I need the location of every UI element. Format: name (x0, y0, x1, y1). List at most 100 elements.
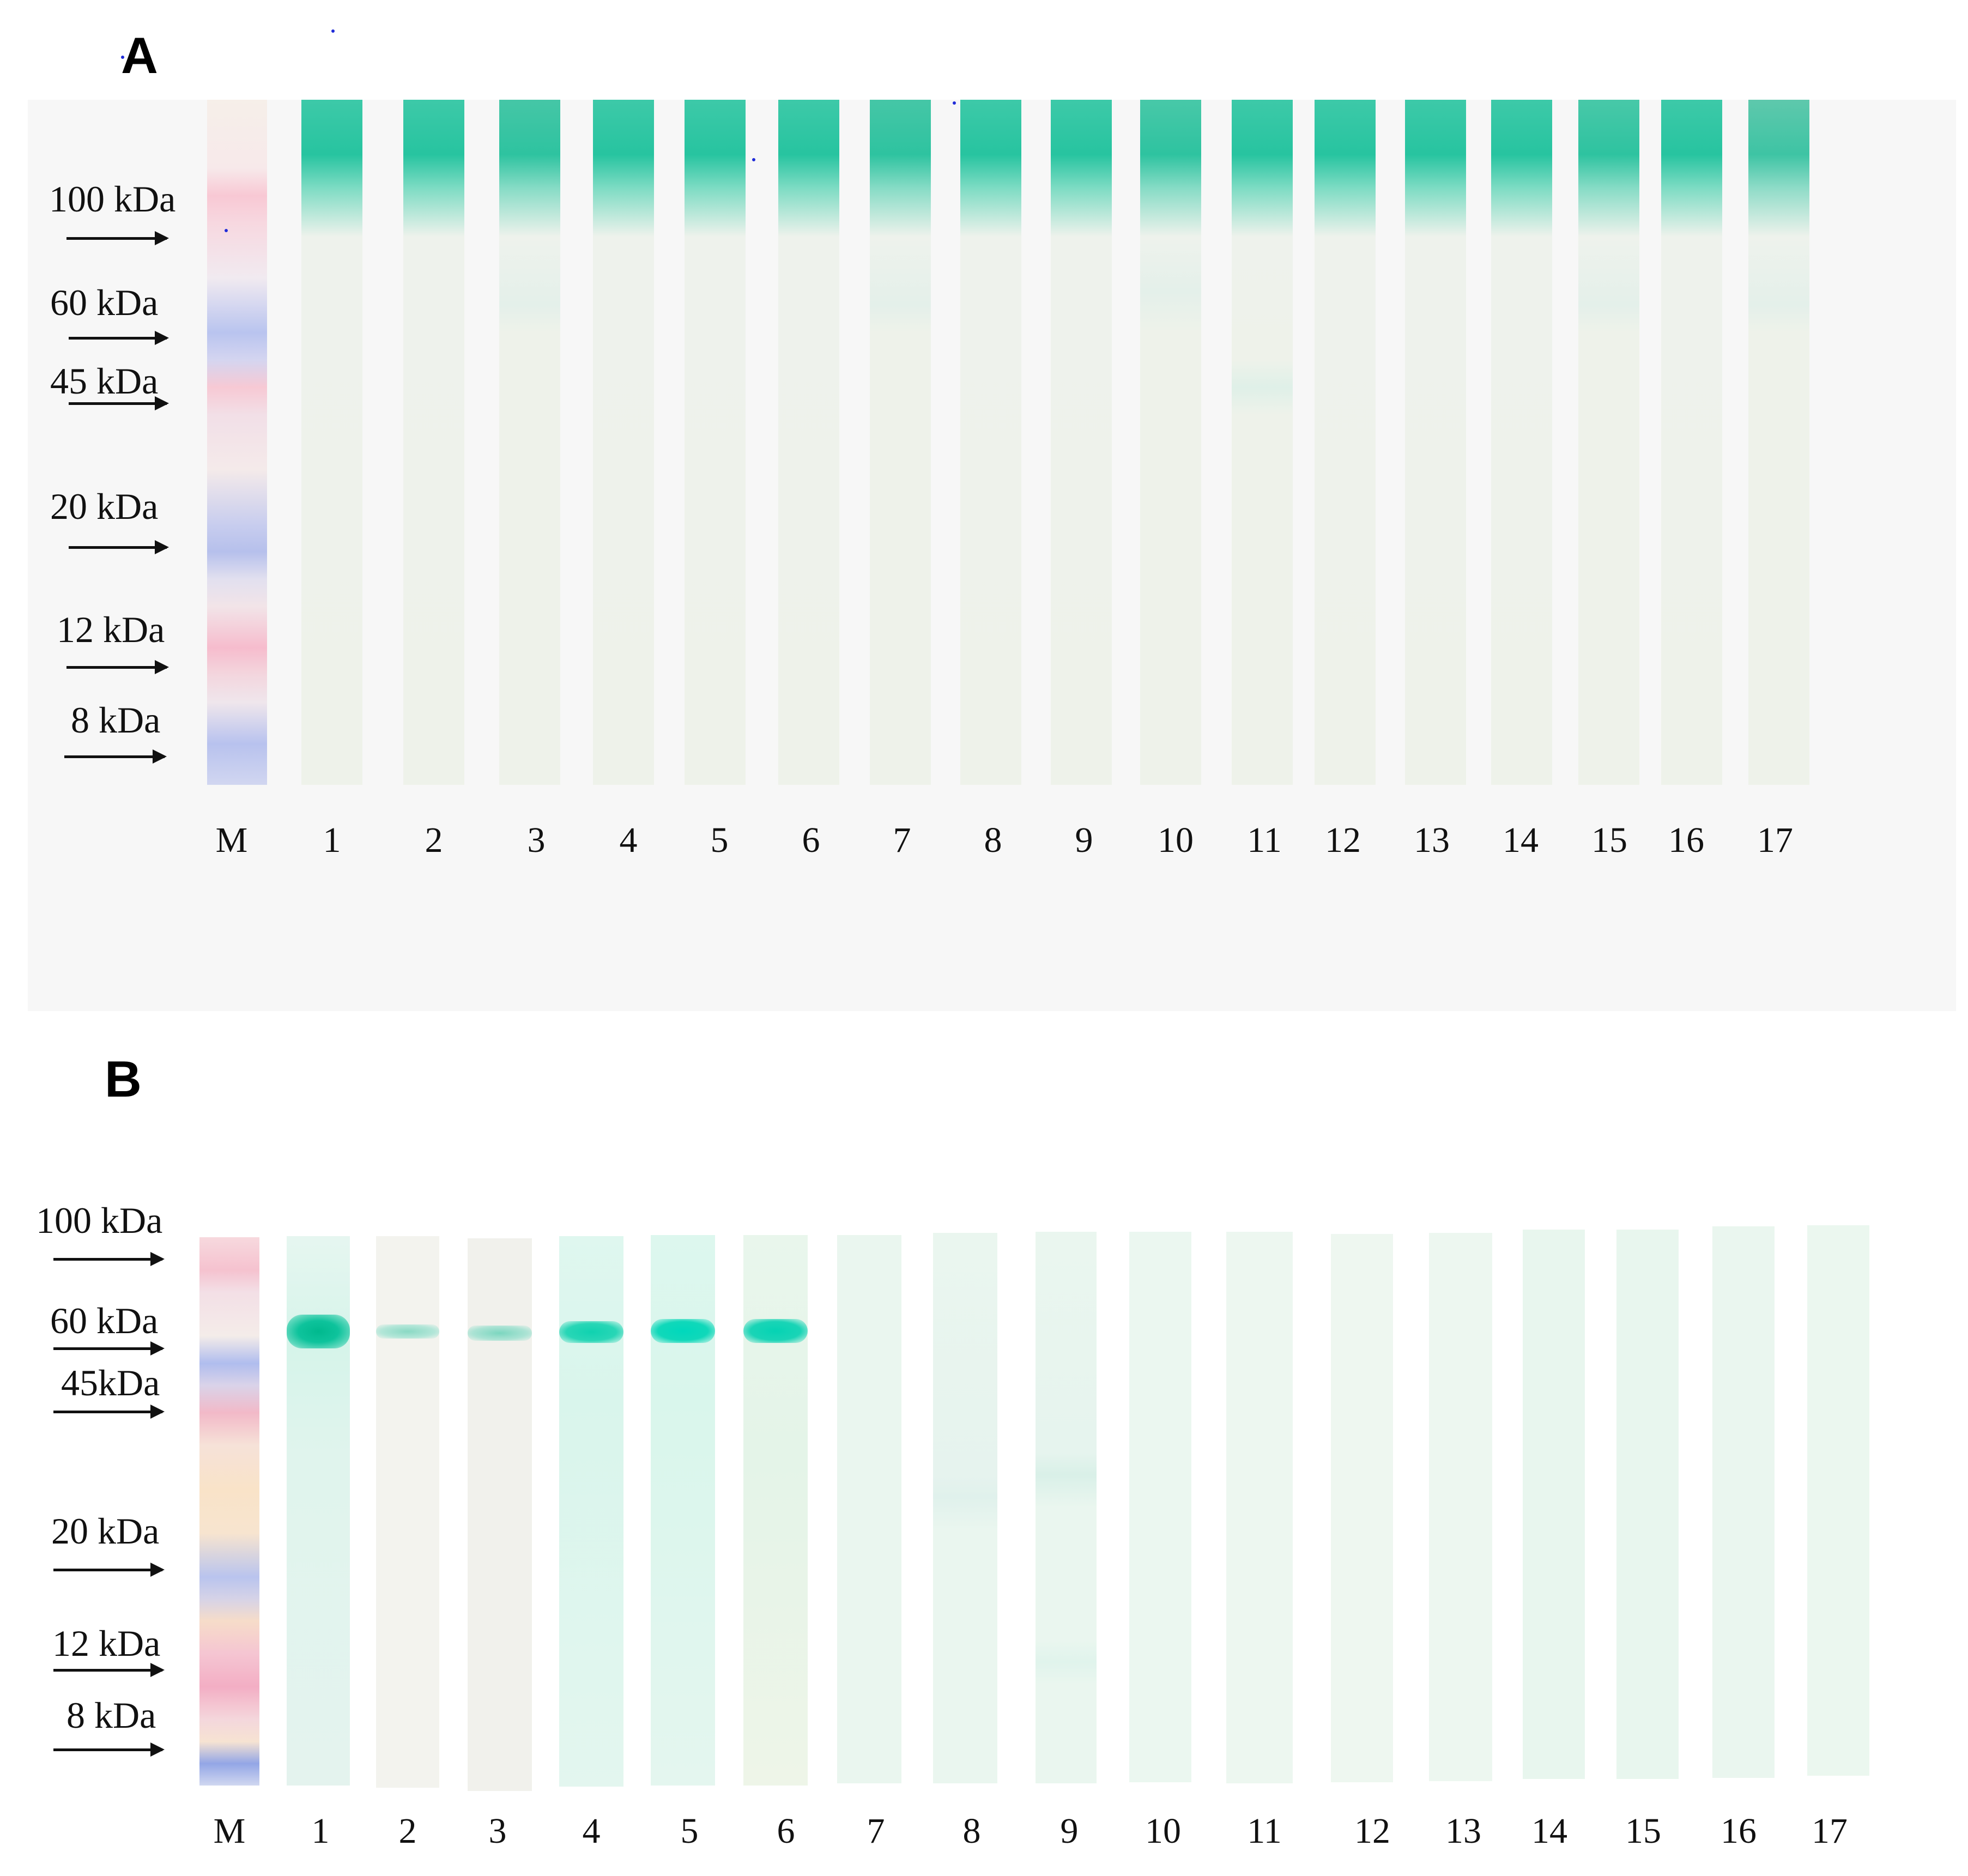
panel-a-label-15: 15 (1591, 820, 1627, 860)
panel-b-label-4: 4 (582, 1811, 601, 1851)
panel-b-lane-5 (651, 1235, 715, 1786)
speck (331, 29, 335, 33)
panel-a-letter: A (121, 27, 158, 84)
panel-b-label-12: 12 (1354, 1811, 1390, 1851)
panel-b-lane-9 (1036, 1232, 1097, 1783)
panel-a-lane-7 (870, 100, 931, 785)
panel-b-label-17: 17 (1812, 1811, 1848, 1851)
panel-a-label-m: M (215, 820, 248, 860)
panel-a-lane-14 (1491, 100, 1552, 785)
panel-b-label-7: 7 (867, 1811, 885, 1851)
panel-a-lane-8 (960, 100, 1021, 785)
panel-a-label-12: 12 (1325, 820, 1361, 860)
panel-a-label-1: 1 (323, 820, 341, 860)
panel-a-label-17: 17 (1757, 820, 1793, 860)
panel-b-label-14: 14 (1531, 1811, 1567, 1851)
panel-a-arrow-20 (69, 540, 169, 554)
panel-a-marker-100: 100 kDa (49, 178, 176, 220)
panel-b-label-6: 6 (777, 1811, 795, 1851)
panel-a-arrow-45 (69, 396, 169, 410)
panel-a-lane-3 (499, 100, 560, 785)
panel-a-label-8: 8 (984, 820, 1002, 860)
panel-b-label-2: 2 (398, 1811, 417, 1851)
panel-b-label-3: 3 (488, 1811, 507, 1851)
panel-a-label-2: 2 (425, 820, 443, 860)
speck (121, 56, 124, 59)
panel-a-lane-1 (301, 100, 362, 785)
panel-b-lane-11 (1226, 1232, 1293, 1783)
panel-a-marker-lane (207, 100, 267, 785)
panel-b-lane-12 (1331, 1234, 1393, 1782)
panel-b-marker-20: 20 kDa (51, 1510, 160, 1552)
panel-b-label-13: 13 (1445, 1811, 1481, 1851)
panel-a-lane-4 (593, 100, 654, 785)
panel-a-lane-6 (778, 100, 839, 785)
panel-a-label-14: 14 (1503, 820, 1539, 860)
panel-a-lane-17 (1748, 100, 1809, 785)
panel-a-lane-2 (403, 100, 464, 785)
panel-a-label-6: 6 (802, 820, 820, 860)
panel-b-label-9: 9 (1060, 1811, 1079, 1851)
panel-b-marker-8: 8 kDa (66, 1695, 156, 1736)
panel-b-band-lane-2 (376, 1324, 439, 1339)
panel-b-marker-lane (199, 1237, 259, 1786)
panel-b-lane-13 (1429, 1233, 1492, 1781)
panel-b-label-11: 11 (1247, 1811, 1282, 1851)
speck (953, 101, 956, 105)
panel-b-lane-6 (743, 1235, 808, 1786)
panel-b-marker-12: 12 kDa (52, 1623, 161, 1664)
panel-a-lane-11 (1232, 100, 1293, 785)
panel-b-lane-4 (559, 1236, 623, 1787)
panel-b-lane-14 (1523, 1230, 1585, 1779)
panel-b-marker-60: 60 kDa (50, 1300, 159, 1341)
panel-b-band-lane-4 (559, 1321, 623, 1343)
panel-b-label-8: 8 (962, 1811, 981, 1851)
panel-a-label-13: 13 (1414, 820, 1450, 860)
panel-b-band-lane-3 (468, 1326, 532, 1341)
panel-a-lane-13 (1405, 100, 1466, 785)
panel-b-label-m: M (213, 1811, 246, 1851)
panel-b-lane-15 (1616, 1230, 1679, 1779)
panel-a-label-9: 9 (1075, 820, 1093, 860)
panel-a-arrow-100 (66, 231, 169, 245)
panel-b-arrow-60 (53, 1341, 165, 1355)
panel-b-arrow-100 (53, 1252, 165, 1266)
panel-b-lane-10 (1129, 1232, 1191, 1782)
speck (225, 229, 228, 232)
panel-b-lane-16 (1712, 1226, 1775, 1778)
panel-a-marker-60: 60 kDa (50, 282, 159, 323)
panel-a-lane-15 (1578, 100, 1639, 785)
panel-a-lane-10 (1140, 100, 1201, 785)
panel-a-label-5: 5 (710, 820, 729, 860)
panel-a-lane-9 (1051, 100, 1112, 785)
panel-b-letter: B (105, 1050, 142, 1108)
panel-b-band-lane-1 (287, 1315, 350, 1348)
panel-a-arrow-60 (69, 331, 169, 345)
panel-b-label-5: 5 (680, 1811, 699, 1851)
panel-a-lane-5 (685, 100, 746, 785)
panel-b-label-16: 16 (1721, 1811, 1757, 1851)
panel-b-label-10: 10 (1145, 1811, 1181, 1851)
panel-a-marker-8: 8 kDa (71, 699, 161, 741)
panel-b-arrow-8 (53, 1742, 165, 1757)
panel-b-lane-3 (468, 1238, 532, 1791)
panel-b-marker-100: 100 kDa (36, 1200, 163, 1241)
panel-b-marker-45: 45kDa (61, 1362, 160, 1403)
panel-b-lane-2 (376, 1236, 439, 1788)
panel-a-arrow-12 (66, 660, 169, 674)
panel-b-band-lane-6 (743, 1319, 808, 1343)
panel-a-lane-12 (1315, 100, 1376, 785)
panel-b-label-15: 15 (1625, 1811, 1661, 1851)
panel-b-lane-7 (837, 1235, 901, 1783)
panel-a-label-16: 16 (1668, 820, 1704, 860)
panel-a-lane-16 (1661, 100, 1722, 785)
panel-a-marker-20: 20 kDa (50, 486, 159, 527)
panel-b-lane-8 (933, 1233, 997, 1783)
panel-a-label-4: 4 (619, 820, 638, 860)
panel-b-label-1: 1 (311, 1811, 330, 1851)
panel-a-arrow-8 (64, 749, 167, 764)
panel-b-arrow-45 (53, 1405, 165, 1419)
panel-b-arrow-20 (53, 1563, 165, 1577)
panel-a-label-7: 7 (893, 820, 911, 860)
panel-b-band-lane-5 (651, 1319, 715, 1343)
